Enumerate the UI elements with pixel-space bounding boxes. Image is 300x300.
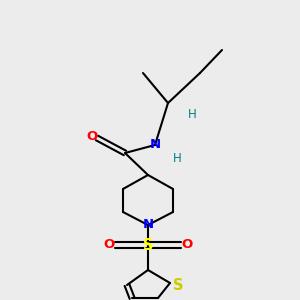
Text: S: S: [173, 278, 183, 293]
Text: S: S: [143, 238, 153, 253]
Text: O: O: [182, 238, 193, 250]
Text: O: O: [86, 130, 98, 143]
Text: N: N: [149, 137, 161, 151]
Text: O: O: [103, 238, 115, 250]
Text: H: H: [188, 109, 196, 122]
Text: N: N: [142, 218, 154, 232]
Text: H: H: [172, 152, 182, 164]
